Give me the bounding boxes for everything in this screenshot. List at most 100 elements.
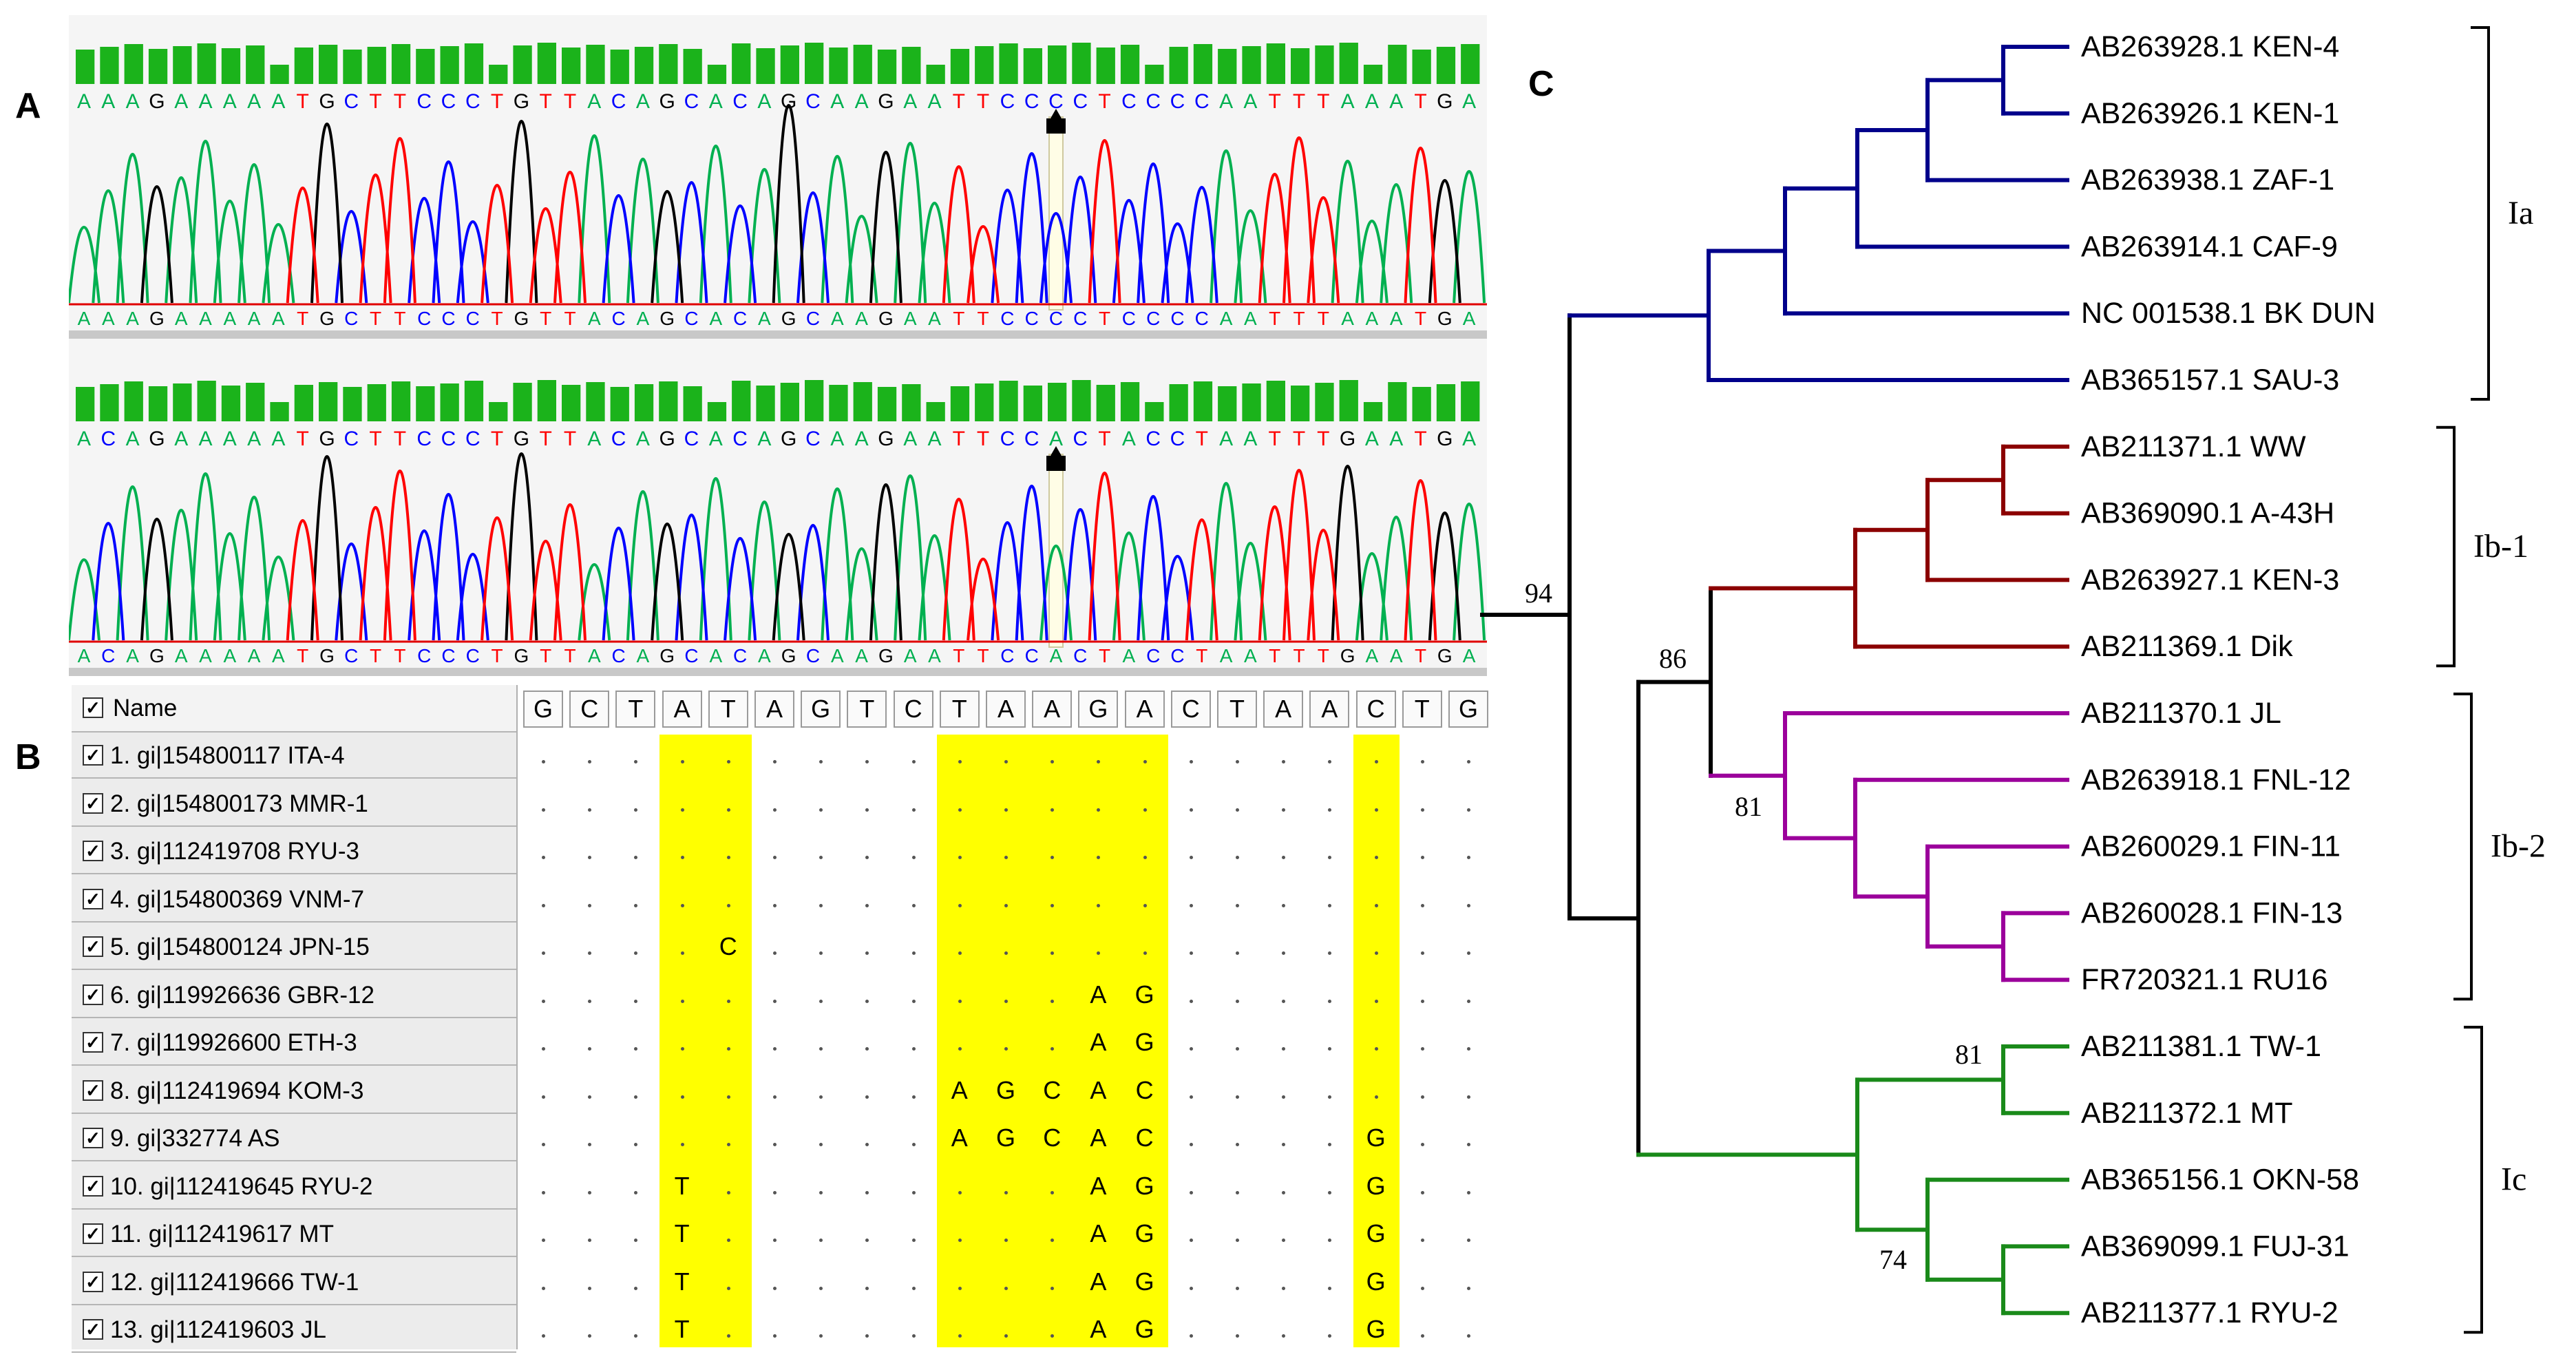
quality-bar <box>391 44 411 84</box>
identical-base-dot <box>542 1190 545 1194</box>
peak-trace-a <box>69 472 1486 641</box>
identical-base-dot <box>588 903 592 907</box>
sequence-row[interactable]: ✓ 1. gi|154800117 ITA-4 <box>72 731 516 779</box>
taxon-label: AB263914.1 CAF-9 <box>2081 230 2338 263</box>
clade-label: Ib-1 <box>2473 528 2529 565</box>
sequence-row[interactable]: ✓ 4. gi|154800369 VNM-7 <box>72 875 516 923</box>
sequence-checkbox[interactable]: ✓ <box>83 1128 103 1148</box>
sequence-checkbox[interactable]: ✓ <box>83 1223 103 1244</box>
taxon-label: AB365156.1 OKN-58 <box>2081 1163 2359 1197</box>
sequence-checkbox[interactable]: ✓ <box>83 1271 103 1292</box>
sequence-checkbox[interactable]: ✓ <box>83 792 103 814</box>
quality-bar <box>246 383 265 421</box>
quality-bar <box>221 48 241 84</box>
sequence-checkbox[interactable]: ✓ <box>83 1032 103 1053</box>
base-call: T <box>1317 90 1329 113</box>
base-call-bottom: T <box>953 308 964 329</box>
variant-base: A <box>951 1075 968 1104</box>
base-call: T <box>369 428 381 450</box>
sequence-checkbox[interactable]: ✓ <box>83 745 103 766</box>
base-call: C <box>1073 90 1088 113</box>
variant-highlight <box>1121 735 1168 1347</box>
identical-base-dot <box>1189 1239 1193 1242</box>
identical-base-dot <box>1189 1286 1193 1290</box>
sequence-row[interactable]: ✓ 8. gi|112419694 KOM-3 <box>72 1066 516 1114</box>
base-call-bottom: C <box>1049 308 1063 329</box>
select-all-checkbox[interactable]: ✓ <box>83 697 103 718</box>
identical-base-dot <box>958 951 962 955</box>
variant-highlight <box>1075 735 1122 1347</box>
sequence-row[interactable]: ✓ 3. gi|112419708 RYU-3 <box>72 827 516 874</box>
sequence-checkbox[interactable]: ✓ <box>83 1319 103 1340</box>
identical-base-dot <box>1328 903 1332 907</box>
identical-base-dot <box>1051 1286 1055 1290</box>
base-call: T <box>297 90 309 113</box>
base-call-bottom: G <box>781 645 796 666</box>
identical-base-dot <box>1143 951 1147 955</box>
base-call: A <box>198 428 212 450</box>
quality-bar <box>634 47 654 84</box>
sequence-checkbox[interactable]: ✓ <box>83 984 103 1005</box>
identical-base-dot <box>773 1095 777 1099</box>
name-header-label: Name <box>113 695 178 721</box>
taxon-label: AB211372.1 MT <box>2081 1097 2293 1130</box>
identical-base-dot <box>1051 1334 1055 1338</box>
identical-base-dot <box>542 808 545 812</box>
base-call: T <box>953 90 965 113</box>
base-call-bottom: A <box>78 308 91 329</box>
base-call-bottom: T <box>1415 308 1426 329</box>
sequence-row[interactable]: ✓ 13. gi|112419603 JL <box>72 1305 516 1353</box>
identical-base-dot <box>634 1190 638 1194</box>
taxon-label: AB260028.1 FIN-13 <box>2081 896 2343 929</box>
base-call-bottom: T <box>370 308 381 329</box>
identical-base-dot <box>726 1095 730 1099</box>
identical-base-dot <box>680 856 684 859</box>
sequence-row[interactable]: ✓ 10. gi|112419645 RYU-2 <box>72 1162 516 1210</box>
sequence-checkbox[interactable]: ✓ <box>83 1175 103 1197</box>
base-call: A <box>1049 428 1063 450</box>
sequence-checkbox[interactable]: ✓ <box>83 936 103 957</box>
variant-highlight <box>659 735 706 1347</box>
sequence-row[interactable]: ✓ 6. gi|119926636 GBR-12 <box>72 971 516 1018</box>
sequence-row[interactable]: ✓ 2. gi|154800173 MMR-1 <box>72 779 516 827</box>
sequence-row[interactable]: ✓ 5. gi|154800124 JPN-15 <box>72 923 516 970</box>
base-call-bottom: C <box>417 645 431 666</box>
sequence-row[interactable]: ✓ 12. gi|112419666 TW-1 <box>72 1258 516 1305</box>
identical-base-dot <box>1051 1047 1055 1051</box>
identical-base-dot <box>1374 808 1378 812</box>
identical-base-dot <box>634 808 638 812</box>
base-call: A <box>247 90 261 113</box>
quality-bar <box>100 47 119 84</box>
base-call: T <box>491 90 503 113</box>
quality-bar <box>1048 383 1067 421</box>
base-call: T <box>1098 90 1110 113</box>
identical-base-dot <box>958 856 962 859</box>
base-call: G <box>781 428 796 450</box>
quality-bar <box>489 402 508 421</box>
quality-bar <box>270 402 289 421</box>
sequence-checkbox[interactable]: ✓ <box>83 841 103 861</box>
identical-base-dot <box>1004 951 1008 955</box>
base-call: G <box>1340 428 1355 450</box>
identical-base-dot <box>911 1334 916 1338</box>
base-call: A <box>1122 428 1136 450</box>
identical-base-dot <box>1328 856 1332 859</box>
sequence-row[interactable]: ✓ 7. gi|119926600 ETH-3 <box>72 1018 516 1066</box>
sequence-row[interactable]: ✓ 9. gi|332774 AS <box>72 1114 516 1161</box>
identical-base-dot <box>958 1239 962 1242</box>
base-call: G <box>1437 90 1453 113</box>
base-call-bottom: T <box>978 308 989 329</box>
base-call: T <box>297 428 309 450</box>
sequence-row[interactable]: ✓ 11. gi|112419617 MT <box>72 1210 516 1257</box>
sequence-checkbox[interactable]: ✓ <box>83 888 103 909</box>
quality-bar <box>732 381 751 421</box>
identical-base-dot <box>911 999 916 1003</box>
base-call: T <box>1196 428 1208 450</box>
identical-base-dot <box>726 903 730 907</box>
consensus-base: A <box>1032 691 1073 728</box>
base-call-bottom: T <box>1269 308 1280 329</box>
sequence-checkbox[interactable]: ✓ <box>83 1079 103 1101</box>
sequence-name: 7. gi|119926600 ETH-3 <box>110 1029 357 1056</box>
identical-base-dot <box>1328 1190 1332 1194</box>
